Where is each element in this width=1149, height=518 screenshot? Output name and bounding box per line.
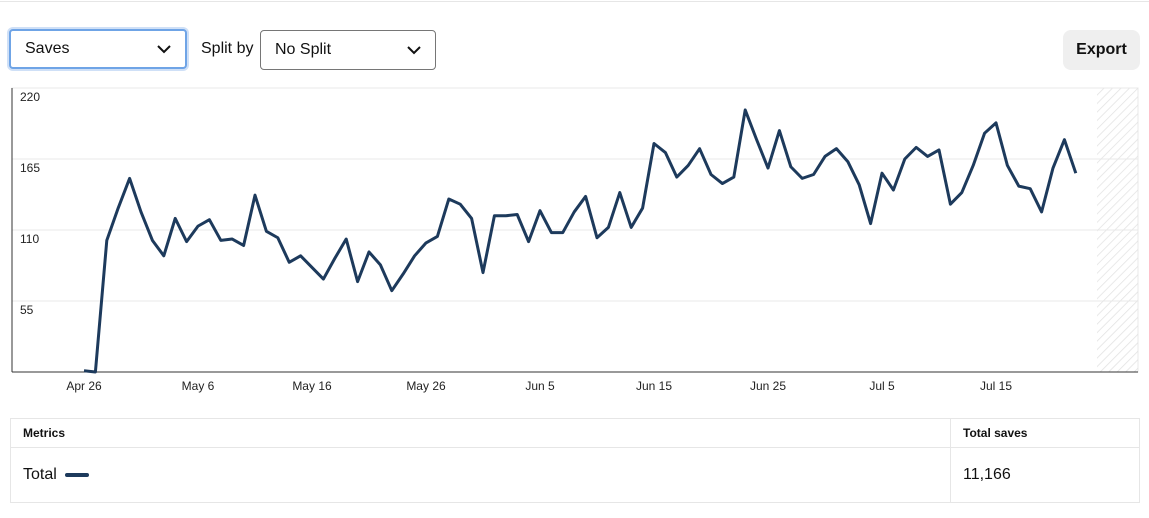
y-tick-label: 220 [20, 90, 40, 104]
row-divider [11, 447, 1139, 448]
y-tick-label: 110 [20, 232, 39, 246]
chevron [407, 45, 421, 54]
x-tick-label: May 16 [292, 379, 332, 393]
series-name: Total [23, 466, 57, 483]
x-tick-label: Jun 5 [525, 379, 555, 393]
x-tick-label: Jul 15 [980, 379, 1012, 393]
y-tick-label: 165 [20, 161, 40, 175]
top-divider [0, 1, 1149, 2]
split-select-value: No Split [275, 41, 332, 58]
x-tick-label: Jul 5 [869, 379, 895, 393]
column-divider [950, 419, 951, 502]
split-label: Split by [201, 40, 254, 57]
x-tick-label: Jun 25 [750, 379, 786, 393]
total-value: 11,166 [963, 466, 1011, 483]
export-button[interactable]: Export [1063, 30, 1140, 70]
metrics-table: Metrics Total saves Total 11,166 [10, 418, 1140, 503]
x-tick-label: May 6 [182, 379, 215, 393]
chart: 55 110 165 220 Apr 26 May 6 May 16 May 26 Jun 5 J… [11, 87, 1139, 393]
table-header: Metrics [23, 426, 66, 440]
split-select[interactable]: No Split [260, 30, 436, 70]
metric-select[interactable]: Saves [9, 29, 187, 69]
x-tick-label: Jun 15 [636, 379, 672, 393]
y-tick-label: 55 [20, 303, 34, 317]
x-tick-label: May 26 [406, 379, 446, 393]
series-line [83, 108, 1078, 374]
x-tick-label: Apr 26 [66, 379, 102, 393]
metric-select-value: Saves [25, 40, 70, 57]
legend-entry: Total [23, 448, 89, 502]
series-swatch [64, 473, 89, 477]
table-header: Total saves [963, 426, 1028, 440]
chevron [157, 44, 171, 53]
